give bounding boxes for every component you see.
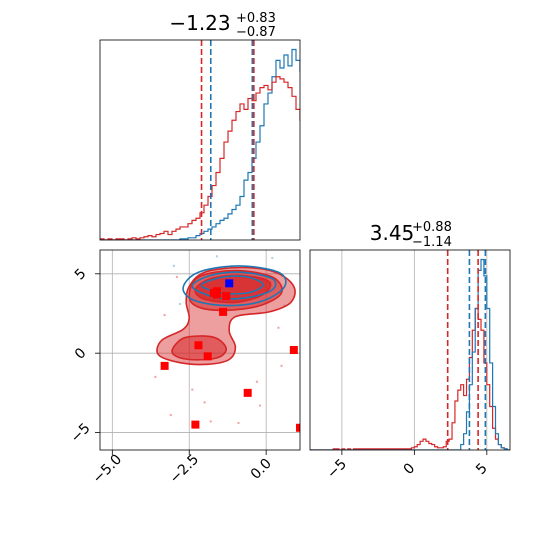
hist-x-series-blue: [100, 48, 300, 240]
blue-square-marker: [225, 279, 234, 288]
hist-x-title-sub: −0.87: [236, 25, 276, 40]
hist-y-title-sup: +0.88: [412, 220, 452, 235]
red-sample-point: [277, 326, 280, 329]
scatter-ytick-label-0: −5: [68, 420, 94, 446]
hist-y-title-main: 3.45: [370, 221, 415, 245]
red-square-marker: [219, 307, 228, 316]
hist-y-series-red: [310, 307, 510, 450]
hist-y-xtick-label-1: 0: [401, 460, 419, 478]
hist-x-panel: −1.23 +0.83 −0.87: [99, 11, 301, 241]
red-sample-point: [169, 413, 172, 417]
red-square-marker: [191, 420, 200, 429]
blue-sample-point: [215, 255, 219, 258]
scatter-panel: −5.0 −2.5 0.0 −5 0 5: [68, 249, 301, 487]
red-sample-point: [154, 375, 157, 379]
scatter-xtick-label-1: −2.5: [167, 451, 202, 486]
red-square-marker: [160, 361, 169, 370]
blue-sample-point: [271, 256, 274, 260]
red-square-marker: [296, 423, 300, 432]
blue-contour-0: [182, 265, 287, 307]
red-sample-point: [203, 401, 206, 404]
red-square-marker: [194, 341, 203, 350]
hist-x-title: −1.23: [169, 11, 230, 35]
red-sample-point: [258, 404, 262, 407]
hist-x-title-main: −1.23: [169, 11, 230, 35]
red-square-marker: [209, 288, 218, 297]
scatter-ytick-label-1: 0: [72, 345, 90, 363]
blue-sample-point: [178, 302, 182, 306]
red-square-marker: [243, 388, 252, 397]
hist-y-series-blue: [310, 258, 510, 450]
red-square-marker: [222, 292, 231, 301]
red-square-marker: [289, 346, 298, 354]
scatter-xtick-label-0: −5.0: [90, 451, 125, 486]
red-sample-point: [175, 275, 179, 279]
hist-x-series-red: [100, 76, 300, 240]
red-sample-point: [255, 380, 259, 383]
hist-y-panel: 3.45 +0.88 −1.14 −5 0 5: [309, 220, 511, 482]
red-sample-point: [163, 313, 166, 317]
red-sample-point: [237, 421, 240, 425]
blue-sample-point: [172, 264, 176, 268]
scatter-xtick-label-2: 0.0: [248, 456, 275, 483]
hist-y-title-sub: −1.14: [412, 235, 452, 250]
hist-y-xtick-label-0: −5: [324, 456, 350, 482]
scatter-ytick-label-2: 5: [72, 266, 90, 284]
red-sample-point: [191, 388, 194, 391]
red-sample-point: [209, 420, 212, 423]
hist-x-title-sup: +0.83: [236, 11, 276, 26]
red-square-marker: [203, 352, 212, 361]
hist-y-title: 3.45: [370, 221, 415, 245]
hist-y-xtick-label-2: 5: [473, 460, 491, 478]
red-sample-point: [280, 364, 283, 368]
